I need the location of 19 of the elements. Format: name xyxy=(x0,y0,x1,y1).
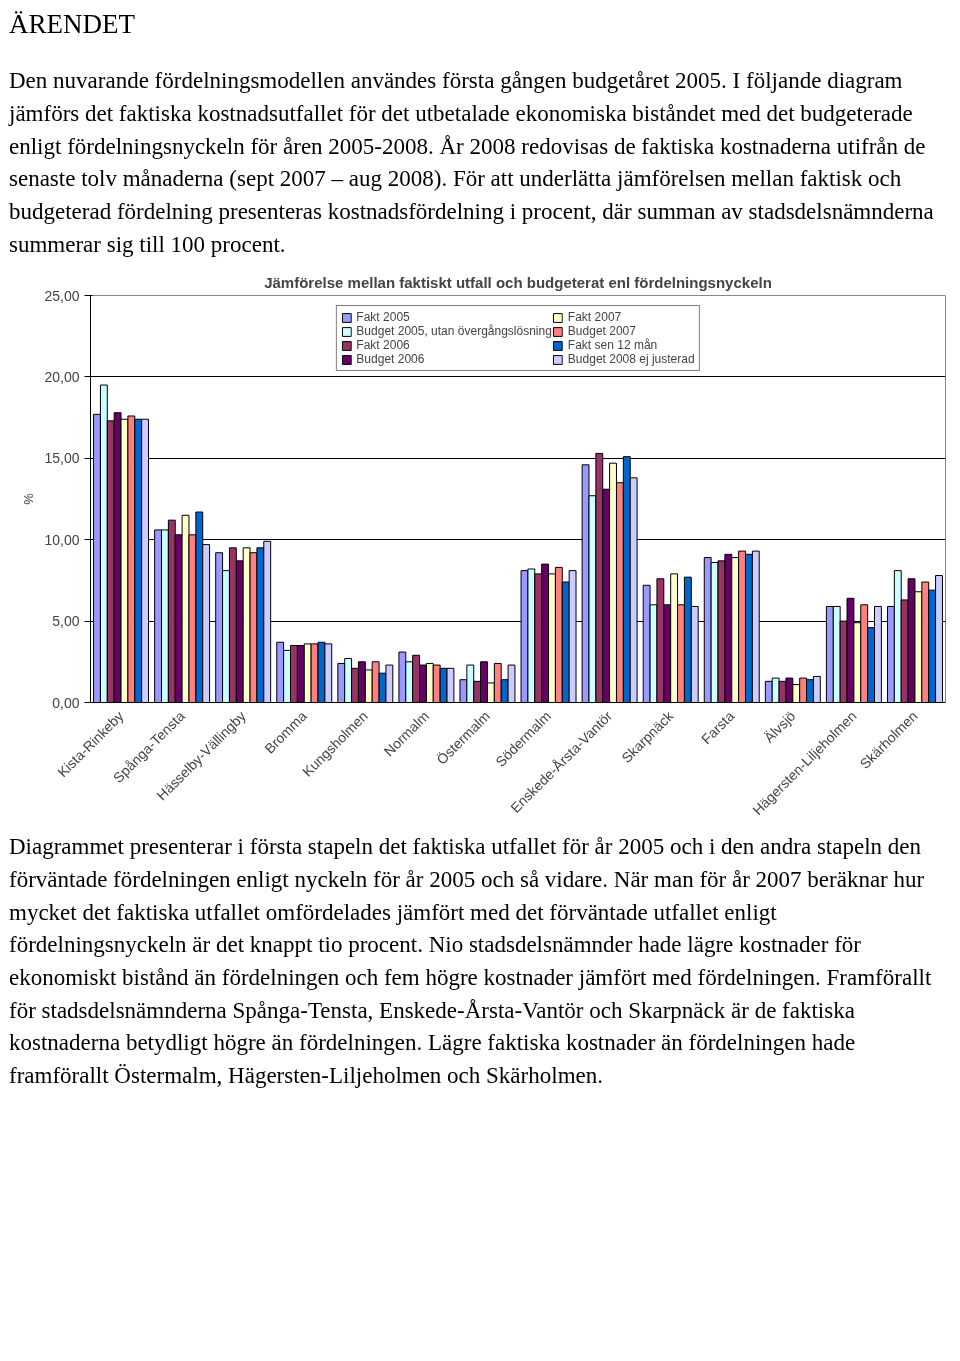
text: Den nuvarande fördelningsmodellen användes första gången budgetåret 2005. I följande diagram jämförs det faktiska kostnadsutfallet för det utbetalade ekonomiska biståndet med det budgeterade enligt fördelningsnyckeln för åren 2005-2008. År 2008 redovisas de faktiska kostnaderna utifrån de senaste tolv månaderna (sept 2007 – aug 2008). För att underlätta jämförelsen mellan faktisk och budgeterad fördelning presenteras kostnadsfördelning i procent, där summan av stadsdelsnämnderna summerar sig till 100 procent. xyxy=(9,67,935,259)
text: ÄRENDET xyxy=(9,8,136,41)
legend-label: Budget 2007 xyxy=(567,324,636,339)
y-axis-title: % xyxy=(21,493,37,506)
chart-title: Jämförelse mellan faktiskt utfall och budgeterat enl fördelningsnyckeln xyxy=(264,273,772,291)
legend-label: Fakt 2006 xyxy=(356,338,410,353)
y-tick-label: 0,00 xyxy=(52,694,80,711)
y-tick-label: 15,00 xyxy=(44,450,80,467)
text: Diagrammet presenterar i första stapeln det faktiska utfallet för år 2005 och i den andra stapeln den förväntade fördelningen enligt nyckeln för år 2005 och så vidare. När man för år 2007 beräknar hur mycket det faktiska utfallet omfördelades jämfört med det förväntade utfallet enligt fördelningsnyckeln är det knappt tio procent. Nio stadsdelsnämnder hade lägre kostnader för ekonomiskt bistånd än fördelningen och fem högre kostnader jämfört med fördelningen. Framförallt för stadsdelsnämnderna Spånga-Tensta, Enskede-Årsta-Vantör och Skarpnäck är de faktiska kostnaderna betydligt högre än fördelningen. Lägre faktiska kostnader än fördelningen hade framförallt Östermalm, Hägersten-Liljeholmen och Skärholmen. xyxy=(9,833,933,1090)
y-tick-label: 5,00 xyxy=(52,613,80,630)
legend-label: Budget 2005, utan övergångslösning xyxy=(356,324,552,339)
legend-label: Budget 2008 ej justerad xyxy=(567,352,695,367)
y-tick-label: 10,00 xyxy=(44,531,80,548)
y-tick-label: 25,00 xyxy=(44,287,80,304)
legend-label: Fakt 2007 xyxy=(567,310,622,325)
y-tick-label: 20,00 xyxy=(44,369,80,386)
legend-label: Budget 2006 xyxy=(356,352,425,367)
legend-label: Fakt 2005 xyxy=(356,310,410,325)
legend-label: Fakt sen 12 mån xyxy=(567,338,658,353)
